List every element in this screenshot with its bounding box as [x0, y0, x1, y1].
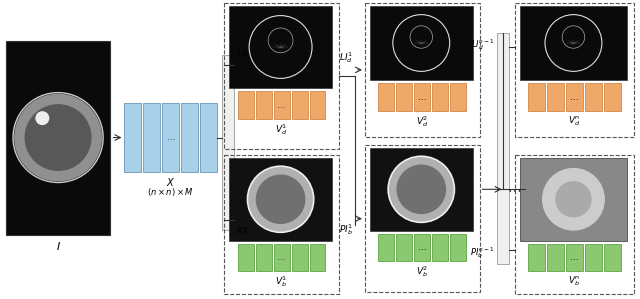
Bar — [370, 148, 473, 231]
Bar — [450, 83, 466, 111]
Text: $PX$: $PX$ — [236, 225, 250, 236]
Bar — [378, 83, 394, 111]
Bar — [370, 6, 473, 80]
Bar — [237, 91, 253, 119]
Bar — [566, 83, 583, 111]
Bar — [292, 244, 308, 271]
Text: $PI_b^{n-1}$: $PI_b^{n-1}$ — [470, 245, 495, 260]
Text: $X$: $X$ — [166, 176, 175, 188]
Text: $PI_b^1$: $PI_b^1$ — [339, 222, 353, 237]
Text: ...: ... — [277, 253, 286, 262]
Text: $V_b^1$: $V_b^1$ — [275, 274, 288, 289]
Bar — [255, 91, 271, 119]
Bar — [224, 3, 339, 149]
Text: $V_d^2$: $V_d^2$ — [416, 114, 428, 129]
Text: $LI_d^1$: $LI_d^1$ — [339, 50, 353, 65]
Circle shape — [14, 94, 102, 181]
Bar — [292, 91, 308, 119]
Bar — [396, 83, 412, 111]
Bar — [181, 103, 198, 173]
Circle shape — [388, 156, 454, 222]
Bar — [528, 83, 545, 111]
Text: $V_d^n$: $V_d^n$ — [568, 114, 580, 128]
Text: ...: ... — [418, 93, 427, 102]
Bar — [200, 103, 217, 173]
Bar — [497, 33, 509, 264]
Bar — [229, 6, 332, 88]
Text: $V_d^1$: $V_d^1$ — [275, 122, 288, 137]
Bar — [566, 244, 583, 271]
Bar — [450, 234, 466, 262]
Text: ...: ... — [166, 133, 175, 142]
Bar — [547, 83, 564, 111]
Text: ...: ... — [277, 101, 286, 110]
Bar — [585, 83, 602, 111]
Bar — [365, 145, 479, 292]
Text: $V_b^2$: $V_b^2$ — [416, 264, 428, 279]
Bar — [163, 103, 179, 173]
Bar — [237, 244, 253, 271]
Text: $V_b^n$: $V_b^n$ — [568, 274, 580, 288]
Text: $I$: $I$ — [56, 239, 61, 251]
Bar — [6, 40, 111, 235]
Bar — [547, 244, 564, 271]
Bar — [604, 83, 621, 111]
Text: ...: ... — [418, 243, 427, 252]
Bar — [396, 234, 412, 262]
Bar — [124, 103, 141, 173]
Bar — [378, 234, 394, 262]
Bar — [432, 234, 448, 262]
Circle shape — [396, 164, 446, 214]
Bar — [604, 244, 621, 271]
Bar — [229, 158, 332, 241]
Bar — [515, 3, 634, 137]
Text: $LI_d^{n-1}$: $LI_d^{n-1}$ — [471, 37, 495, 52]
Bar — [520, 158, 627, 241]
Bar — [414, 83, 430, 111]
Bar — [414, 234, 430, 262]
Circle shape — [256, 175, 305, 224]
Bar — [515, 155, 634, 294]
Bar — [310, 244, 326, 271]
Bar — [255, 244, 271, 271]
Text: $\cdots$: $\cdots$ — [507, 182, 521, 196]
Circle shape — [542, 168, 605, 231]
Text: $LX$: $LX$ — [236, 47, 250, 58]
Bar — [520, 6, 627, 80]
Bar — [310, 91, 326, 119]
Bar — [274, 91, 289, 119]
Circle shape — [556, 181, 591, 217]
Circle shape — [248, 166, 314, 232]
Bar — [274, 244, 289, 271]
Bar — [585, 244, 602, 271]
Circle shape — [24, 104, 92, 171]
Bar — [528, 244, 545, 271]
Bar — [365, 3, 479, 137]
Bar — [224, 155, 339, 294]
Bar — [143, 103, 161, 173]
Text: ...: ... — [570, 93, 579, 102]
Bar — [222, 55, 234, 230]
Text: $(n\times n)\times M$: $(n\times n)\times M$ — [147, 186, 194, 198]
Text: ...: ... — [570, 253, 579, 262]
Circle shape — [36, 112, 49, 124]
Bar — [432, 83, 448, 111]
